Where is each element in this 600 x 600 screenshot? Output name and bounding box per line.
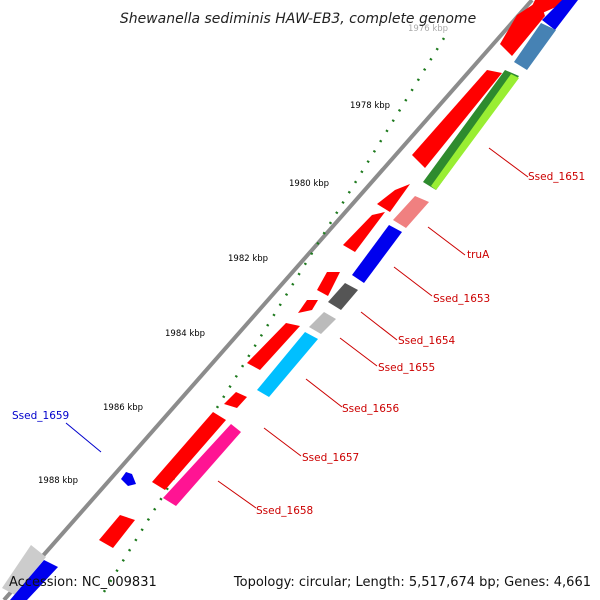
label-leaders [65,147,529,509]
topology-summary: Topology: circular; Length: 5,517,674 bp… [233,575,591,590]
gene-bar-pink[interactable] [393,196,429,228]
gene-bar-lightgreen[interactable] [431,74,519,190]
gene-labels: Ssed_1651 truA Ssed_1653 Ssed_1654 Ssed_… [12,171,585,517]
gene-arrow-red[interactable] [152,412,226,490]
leader-line [65,422,102,453]
leader-line [427,226,466,256]
gene-label[interactable]: Ssed_1655 [378,362,435,374]
leader-line [263,427,302,457]
gene-label[interactable]: Ssed_1657 [302,452,359,464]
gene-arrow-red[interactable] [500,0,545,56]
gene-label[interactable]: Ssed_1659 [12,410,69,422]
gene-arrow-red[interactable] [298,300,318,313]
tick-label: 1982 kbp [228,254,268,264]
gene-label[interactable]: Ssed_1654 [398,335,456,347]
tick-label: 1980 kbp [289,179,329,189]
gene-arrow-red[interactable] [343,212,385,252]
genome-backbone [2,0,534,600]
gene-label[interactable]: Ssed_1658 [256,505,313,517]
gene-features [2,0,578,600]
gene-arrow-red[interactable] [377,184,410,212]
gene-bar-blue[interactable] [352,225,402,283]
gene-arrow-red[interactable] [99,515,135,548]
tick-label: 1988 kbp [38,476,78,486]
gene-bar-darkgray[interactable] [328,283,358,310]
leader-line [217,480,257,509]
tick-label: 1984 kbp [165,329,205,339]
gene-bar-blue[interactable] [542,0,578,30]
map-title: Shewanella sediminis HAW-EB3, complete g… [120,11,476,27]
tick-line [97,37,446,600]
leader-line [360,311,398,341]
gene-arrow-red[interactable] [247,323,300,370]
tick-label: 1978 kbp [350,101,390,111]
gene-bar-steelblue[interactable] [514,23,556,70]
leader-line [305,378,343,408]
gene-bar-magenta[interactable] [163,424,241,506]
gene-bar-lightgray[interactable] [309,312,336,334]
gene-bar-cyan[interactable] [257,332,318,397]
leader-line [488,147,529,178]
leader-line [393,266,433,297]
tick-label: 1986 kbp [103,403,143,413]
gene-arrow-red[interactable] [412,70,502,168]
leader-line [339,337,378,367]
tick-label: 1976 kbp [408,24,448,34]
gene-arrow-gray[interactable] [2,545,46,595]
gene-arrow-red[interactable] [224,392,247,408]
gene-arrow-red[interactable] [317,272,340,296]
tick-labels: 1976 kbp 1978 kbp 1980 kbp 1982 kbp 1984… [38,24,448,486]
gene-arrow-blue[interactable] [121,472,136,486]
gene-label[interactable]: truA [467,249,490,261]
gene-label[interactable]: Ssed_1653 [433,293,490,305]
gene-label[interactable]: Ssed_1651 [528,171,585,183]
gene-label[interactable]: Ssed_1656 [342,403,400,415]
gene-arrow-blue[interactable] [10,560,58,600]
accession-text: Accession: NC_009831 [9,575,157,590]
tick-lines [97,37,446,600]
